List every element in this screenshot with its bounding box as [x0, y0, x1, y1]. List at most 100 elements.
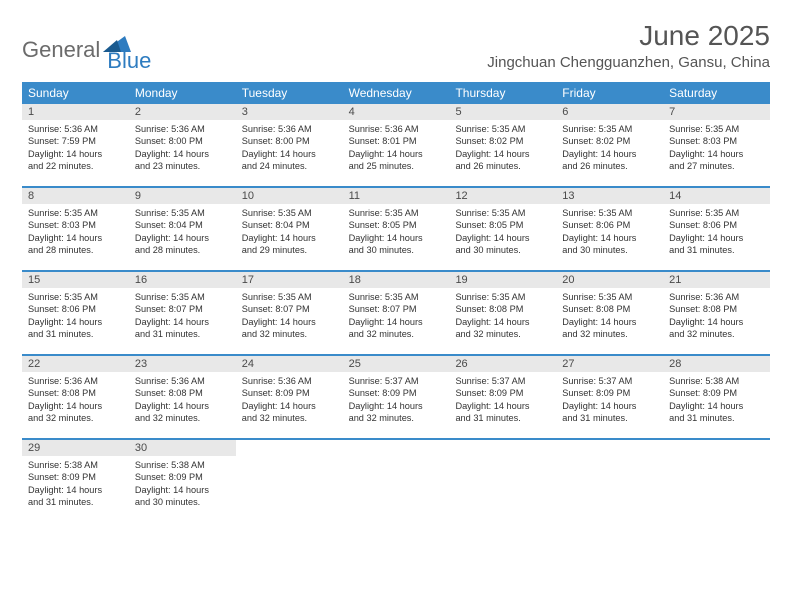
day-sunset: Sunset: 8:00 PM: [242, 135, 337, 147]
day-cell: 7Sunrise: 5:35 AMSunset: 8:03 PMDaylight…: [663, 104, 770, 186]
day-daylight1: Daylight: 14 hours: [455, 148, 550, 160]
day-sunset: Sunset: 8:01 PM: [349, 135, 444, 147]
title-block: June 2025 Jingchuan Chengguanzhen, Gansu…: [487, 20, 770, 71]
day-daylight2: and 27 minutes.: [669, 160, 764, 172]
day-sunrise: Sunrise: 5:36 AM: [242, 123, 337, 135]
day-sunset: Sunset: 8:00 PM: [135, 135, 230, 147]
day-sunset: Sunset: 8:08 PM: [135, 387, 230, 399]
day-daylight1: Daylight: 14 hours: [242, 316, 337, 328]
weekday-header-cell: Thursday: [449, 82, 556, 104]
day-body: Sunrise: 5:35 AMSunset: 8:06 PMDaylight:…: [663, 204, 770, 263]
weekday-header-cell: Sunday: [22, 82, 129, 104]
day-number: 10: [236, 188, 343, 204]
day-sunset: Sunset: 8:06 PM: [669, 219, 764, 231]
day-body: Sunrise: 5:35 AMSunset: 8:02 PMDaylight:…: [556, 120, 663, 179]
day-daylight2: and 25 minutes.: [349, 160, 444, 172]
day-cell: 28Sunrise: 5:38 AMSunset: 8:09 PMDayligh…: [663, 356, 770, 438]
day-cell: 26Sunrise: 5:37 AMSunset: 8:09 PMDayligh…: [449, 356, 556, 438]
day-cell: 23Sunrise: 5:36 AMSunset: 8:08 PMDayligh…: [129, 356, 236, 438]
day-number: 29: [22, 440, 129, 456]
day-body: Sunrise: 5:36 AMSunset: 8:08 PMDaylight:…: [663, 288, 770, 347]
day-cell: 29Sunrise: 5:38 AMSunset: 8:09 PMDayligh…: [22, 440, 129, 522]
day-daylight1: Daylight: 14 hours: [669, 148, 764, 160]
day-sunset: Sunset: 8:04 PM: [242, 219, 337, 231]
day-cell: 30Sunrise: 5:38 AMSunset: 8:09 PMDayligh…: [129, 440, 236, 522]
weekday-header-cell: Friday: [556, 82, 663, 104]
day-daylight2: and 31 minutes.: [669, 412, 764, 424]
day-cell: 3Sunrise: 5:36 AMSunset: 8:00 PMDaylight…: [236, 104, 343, 186]
day-cell: 13Sunrise: 5:35 AMSunset: 8:06 PMDayligh…: [556, 188, 663, 270]
day-sunset: Sunset: 8:09 PM: [669, 387, 764, 399]
day-cell: 20Sunrise: 5:35 AMSunset: 8:08 PMDayligh…: [556, 272, 663, 354]
empty-day-cell: [343, 440, 450, 522]
day-sunset: Sunset: 8:09 PM: [562, 387, 657, 399]
day-cell: 21Sunrise: 5:36 AMSunset: 8:08 PMDayligh…: [663, 272, 770, 354]
day-sunrise: Sunrise: 5:35 AM: [455, 291, 550, 303]
day-number: 28: [663, 356, 770, 372]
day-number: 1: [22, 104, 129, 120]
day-number: 26: [449, 356, 556, 372]
day-sunrise: Sunrise: 5:35 AM: [455, 207, 550, 219]
day-daylight1: Daylight: 14 hours: [135, 484, 230, 496]
day-daylight2: and 32 minutes.: [242, 328, 337, 340]
day-body: Sunrise: 5:38 AMSunset: 8:09 PMDaylight:…: [22, 456, 129, 515]
day-sunrise: Sunrise: 5:38 AM: [669, 375, 764, 387]
day-daylight1: Daylight: 14 hours: [455, 316, 550, 328]
day-daylight1: Daylight: 14 hours: [669, 316, 764, 328]
day-number: 3: [236, 104, 343, 120]
day-sunrise: Sunrise: 5:35 AM: [669, 207, 764, 219]
day-daylight2: and 32 minutes.: [135, 412, 230, 424]
day-body: Sunrise: 5:37 AMSunset: 8:09 PMDaylight:…: [343, 372, 450, 431]
day-cell: 8Sunrise: 5:35 AMSunset: 8:03 PMDaylight…: [22, 188, 129, 270]
day-number: 12: [449, 188, 556, 204]
day-sunrise: Sunrise: 5:36 AM: [135, 375, 230, 387]
day-number: 8: [22, 188, 129, 204]
day-cell: 10Sunrise: 5:35 AMSunset: 8:04 PMDayligh…: [236, 188, 343, 270]
day-sunrise: Sunrise: 5:35 AM: [562, 291, 657, 303]
day-number: 25: [343, 356, 450, 372]
day-cell: 25Sunrise: 5:37 AMSunset: 8:09 PMDayligh…: [343, 356, 450, 438]
day-sunset: Sunset: 8:09 PM: [455, 387, 550, 399]
day-daylight2: and 30 minutes.: [562, 244, 657, 256]
day-body: Sunrise: 5:35 AMSunset: 8:05 PMDaylight:…: [343, 204, 450, 263]
day-daylight2: and 31 minutes.: [455, 412, 550, 424]
day-sunrise: Sunrise: 5:35 AM: [28, 291, 123, 303]
day-daylight1: Daylight: 14 hours: [28, 232, 123, 244]
day-cell: 1Sunrise: 5:36 AMSunset: 7:59 PMDaylight…: [22, 104, 129, 186]
day-number: 14: [663, 188, 770, 204]
logo-text-blue: Blue: [107, 48, 151, 74]
day-sunrise: Sunrise: 5:35 AM: [242, 207, 337, 219]
day-number: 13: [556, 188, 663, 204]
day-cell: 9Sunrise: 5:35 AMSunset: 8:04 PMDaylight…: [129, 188, 236, 270]
day-number: 19: [449, 272, 556, 288]
day-body: Sunrise: 5:35 AMSunset: 8:04 PMDaylight:…: [129, 204, 236, 263]
day-sunset: Sunset: 8:07 PM: [135, 303, 230, 315]
day-body: Sunrise: 5:36 AMSunset: 8:08 PMDaylight:…: [22, 372, 129, 431]
day-sunrise: Sunrise: 5:35 AM: [242, 291, 337, 303]
day-daylight1: Daylight: 14 hours: [242, 400, 337, 412]
day-cell: 12Sunrise: 5:35 AMSunset: 8:05 PMDayligh…: [449, 188, 556, 270]
logo: General Blue: [22, 26, 151, 74]
weekday-header-row: SundayMondayTuesdayWednesdayThursdayFrid…: [22, 82, 770, 104]
day-cell: 11Sunrise: 5:35 AMSunset: 8:05 PMDayligh…: [343, 188, 450, 270]
day-sunrise: Sunrise: 5:37 AM: [349, 375, 444, 387]
day-sunset: Sunset: 8:09 PM: [135, 471, 230, 483]
day-body: Sunrise: 5:35 AMSunset: 8:08 PMDaylight:…: [449, 288, 556, 347]
day-number: 16: [129, 272, 236, 288]
day-sunrise: Sunrise: 5:36 AM: [28, 123, 123, 135]
day-sunset: Sunset: 8:04 PM: [135, 219, 230, 231]
day-daylight2: and 26 minutes.: [562, 160, 657, 172]
logo-text-general: General: [22, 37, 100, 63]
day-cell: 24Sunrise: 5:36 AMSunset: 8:09 PMDayligh…: [236, 356, 343, 438]
day-body: Sunrise: 5:36 AMSunset: 8:00 PMDaylight:…: [129, 120, 236, 179]
day-daylight1: Daylight: 14 hours: [135, 232, 230, 244]
day-sunset: Sunset: 8:09 PM: [242, 387, 337, 399]
day-sunset: Sunset: 8:09 PM: [28, 471, 123, 483]
day-body: Sunrise: 5:36 AMSunset: 8:08 PMDaylight:…: [129, 372, 236, 431]
day-sunset: Sunset: 8:03 PM: [669, 135, 764, 147]
day-body: Sunrise: 5:35 AMSunset: 8:06 PMDaylight:…: [556, 204, 663, 263]
day-sunrise: Sunrise: 5:36 AM: [349, 123, 444, 135]
header: General Blue June 2025 Jingchuan Chenggu…: [22, 20, 770, 74]
day-daylight1: Daylight: 14 hours: [562, 316, 657, 328]
week-row: 1Sunrise: 5:36 AMSunset: 7:59 PMDaylight…: [22, 104, 770, 188]
